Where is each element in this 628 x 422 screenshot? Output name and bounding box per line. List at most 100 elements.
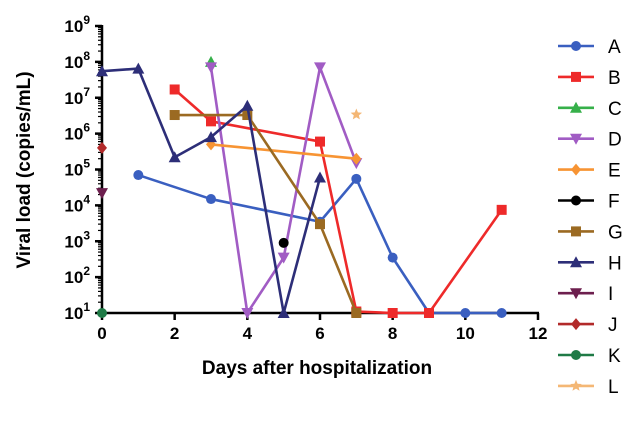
legend-label: J bbox=[608, 315, 618, 336]
legend-label: A bbox=[608, 37, 621, 58]
series-line-H bbox=[101, 67, 322, 315]
x-tick-label: 10 bbox=[456, 324, 475, 343]
data-point-A bbox=[460, 308, 471, 318]
y-tick-label: 106 bbox=[64, 121, 90, 144]
y-tick-label: 104 bbox=[64, 192, 90, 215]
data-point-G bbox=[242, 110, 253, 121]
legend-marker-G bbox=[571, 226, 581, 237]
data-point-E bbox=[351, 152, 362, 165]
legend-item-L: L bbox=[558, 377, 619, 398]
data-point-I bbox=[96, 188, 108, 200]
legend-item-C: C bbox=[558, 99, 622, 120]
x-axis-title: Days after hospitalization bbox=[202, 358, 432, 379]
data-point-H bbox=[314, 171, 326, 183]
data-point-D bbox=[205, 62, 217, 74]
legend-label: K bbox=[608, 346, 621, 367]
data-point-B bbox=[169, 84, 180, 95]
legend-item-A: A bbox=[558, 37, 621, 58]
data-point-A bbox=[387, 252, 398, 263]
series-A bbox=[133, 170, 507, 318]
legend-label: C bbox=[608, 99, 622, 120]
data-point-A bbox=[206, 194, 216, 205]
data-point-G bbox=[169, 110, 180, 121]
legend-marker-B bbox=[571, 71, 581, 82]
data-point-H bbox=[132, 62, 145, 74]
data-point-F bbox=[278, 237, 289, 248]
legend-marker-L bbox=[570, 379, 582, 391]
legend-item-F: F bbox=[558, 192, 620, 213]
series-H bbox=[96, 62, 326, 318]
legend-label: I bbox=[608, 284, 613, 305]
x-tick-label: 4 bbox=[243, 324, 253, 343]
y-tick-label: 105 bbox=[64, 157, 90, 180]
legend-item-E: E bbox=[558, 161, 621, 182]
data-point-B bbox=[387, 308, 398, 318]
legend-marker-C bbox=[570, 101, 582, 113]
series-F bbox=[278, 237, 289, 248]
legend-marker-J bbox=[571, 318, 581, 331]
legend-label: E bbox=[608, 161, 621, 182]
data-point-D bbox=[314, 62, 326, 74]
legend-label: B bbox=[608, 68, 621, 89]
x-tick-label: 6 bbox=[315, 324, 324, 343]
legend-label: F bbox=[608, 192, 620, 213]
data-point-A bbox=[351, 173, 362, 184]
legend-item-G: G bbox=[558, 222, 623, 243]
y-tick-label: 102 bbox=[64, 264, 90, 287]
legend-item-K: K bbox=[558, 346, 621, 367]
data-point-J bbox=[97, 141, 107, 154]
y-tick-label: 108 bbox=[64, 49, 90, 72]
legend-marker-E bbox=[571, 163, 581, 176]
legend-item-D: D bbox=[558, 130, 622, 151]
series-line-A bbox=[137, 173, 502, 315]
data-point-H bbox=[168, 151, 181, 163]
x-tick-label: 12 bbox=[529, 324, 548, 343]
data-point-B bbox=[315, 136, 325, 147]
data-point-G bbox=[351, 308, 362, 318]
data-point-G bbox=[315, 219, 325, 230]
series-J bbox=[97, 141, 107, 154]
legend-marker-A bbox=[571, 41, 581, 51]
data-point-B bbox=[496, 204, 507, 215]
legend-item-B: B bbox=[558, 68, 621, 89]
x-tick-label: 0 bbox=[97, 324, 106, 343]
series-D bbox=[205, 62, 363, 319]
legend-label: H bbox=[608, 253, 622, 274]
x-tick-label: 8 bbox=[388, 324, 397, 343]
series-I bbox=[96, 188, 108, 200]
series-line-G bbox=[174, 113, 358, 314]
legend-item-H: H bbox=[558, 253, 622, 274]
x-tick-label: 2 bbox=[170, 324, 179, 343]
legend-marker-K bbox=[571, 350, 581, 360]
y-tick-label: 101 bbox=[64, 300, 90, 323]
series-G bbox=[169, 110, 362, 318]
data-point-K bbox=[97, 308, 107, 318]
series-layer bbox=[96, 55, 507, 319]
series-E bbox=[206, 138, 362, 165]
data-point-D bbox=[241, 308, 254, 319]
legend-marker-D bbox=[570, 133, 582, 145]
legend-label: G bbox=[608, 222, 623, 243]
legend-item-I: I bbox=[558, 284, 613, 305]
data-point-D bbox=[277, 252, 290, 264]
data-point-B bbox=[424, 308, 434, 318]
legend-marker-F bbox=[571, 195, 581, 206]
data-point-L bbox=[350, 108, 363, 120]
series-line-E bbox=[210, 143, 357, 160]
data-point-B bbox=[206, 116, 216, 127]
series-L bbox=[350, 108, 363, 120]
y-tick-label: 107 bbox=[64, 85, 90, 108]
legend-label: D bbox=[608, 130, 622, 151]
y-axis-title: Viral load (copies/mL) bbox=[14, 71, 35, 268]
series-line-D bbox=[209, 66, 358, 315]
legend-marker-H bbox=[570, 256, 582, 268]
series-K bbox=[97, 308, 107, 318]
data-point-H bbox=[96, 65, 108, 77]
legend-marker-I bbox=[570, 288, 582, 300]
legend-item-J: J bbox=[558, 315, 618, 336]
y-tick-label: 109 bbox=[64, 13, 90, 36]
data-point-H bbox=[205, 131, 217, 143]
data-point-H bbox=[241, 99, 254, 111]
